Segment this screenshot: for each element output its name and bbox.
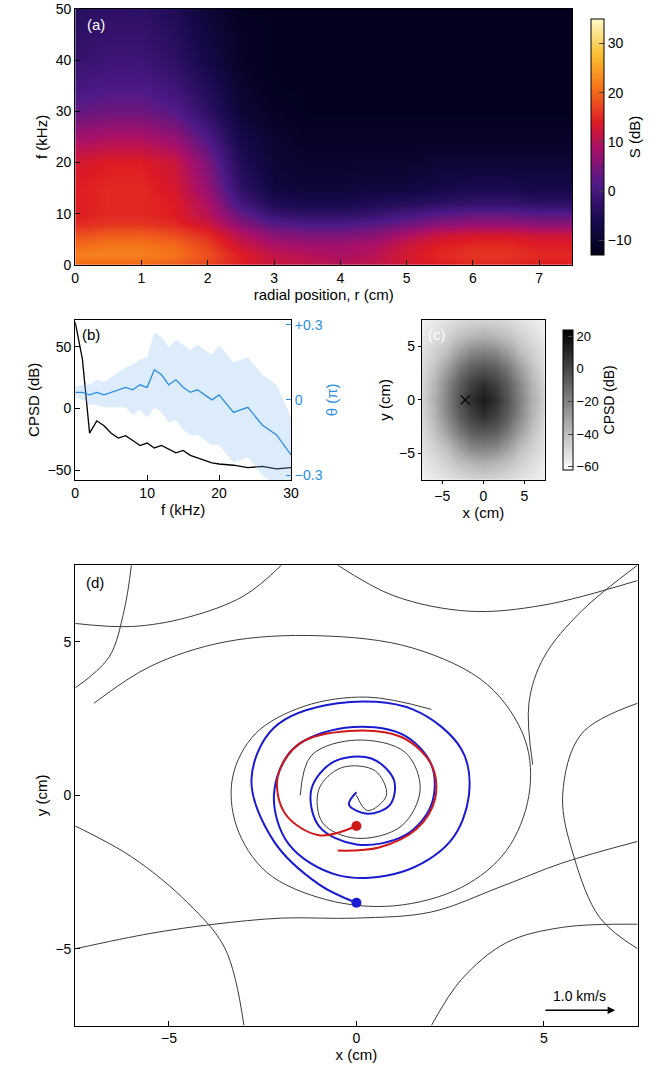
svg-text:x (cm): x (cm) [336, 1046, 378, 1063]
svg-text:−20: −20 [577, 394, 599, 409]
svg-text:50: 50 [56, 1, 72, 17]
svg-text:x (cm): x (cm) [462, 504, 504, 521]
svg-text:CPSD (dB): CPSD (dB) [601, 365, 617, 434]
svg-text:radial position, r (cm): radial position, r (cm) [254, 286, 394, 303]
svg-text:(d): (d) [86, 574, 104, 591]
svg-text:−5: −5 [55, 941, 71, 957]
svg-text:−50: −50 [48, 462, 72, 478]
svg-text:CPSD (dB): CPSD (dB) [25, 363, 42, 437]
svg-text:(c): (c) [428, 326, 446, 343]
svg-text:40: 40 [56, 52, 72, 68]
svg-text:−5: −5 [161, 1030, 177, 1046]
svg-text:0: 0 [479, 488, 487, 504]
svg-text:−5: −5 [434, 488, 450, 504]
svg-text:(a): (a) [87, 16, 105, 33]
svg-text:6: 6 [469, 270, 477, 286]
svg-text:10: 10 [608, 134, 624, 150]
svg-text:50: 50 [56, 339, 72, 355]
svg-text:0: 0 [577, 361, 584, 376]
svg-text:30: 30 [56, 103, 72, 119]
svg-text:−0.3: −0.3 [295, 467, 323, 483]
svg-text:1.0 km/s: 1.0 km/s [553, 988, 606, 1004]
svg-text:f (kHz): f (kHz) [161, 501, 205, 518]
svg-text:30: 30 [283, 485, 299, 501]
svg-text:0: 0 [64, 400, 72, 416]
svg-text:−60: −60 [577, 459, 599, 474]
svg-text:7: 7 [535, 270, 543, 286]
svg-text:f (kHz): f (kHz) [33, 115, 50, 159]
svg-text:(b): (b) [82, 326, 100, 343]
svg-text:0: 0 [608, 183, 616, 199]
svg-text:10: 10 [139, 485, 155, 501]
svg-text:5: 5 [520, 488, 528, 504]
svg-text:5: 5 [407, 338, 415, 354]
svg-text:−5: −5 [399, 445, 415, 461]
svg-text:1: 1 [138, 270, 146, 286]
svg-text:0: 0 [64, 787, 72, 803]
svg-text:5: 5 [64, 634, 72, 650]
svg-text:5: 5 [540, 1030, 548, 1046]
svg-text:0: 0 [295, 392, 303, 408]
svg-text:20: 20 [211, 485, 227, 501]
svg-text:y (cm): y (cm) [33, 775, 50, 817]
svg-text:3: 3 [270, 270, 278, 286]
svg-text:10: 10 [56, 206, 72, 222]
svg-text:2: 2 [204, 270, 212, 286]
svg-text:θ (π): θ (π) [323, 383, 340, 416]
svg-text:−40: −40 [577, 427, 599, 442]
svg-text:S (dB): S (dB) [626, 116, 643, 159]
svg-text:20: 20 [577, 329, 591, 344]
svg-text:30: 30 [608, 35, 624, 51]
svg-text:20: 20 [56, 154, 72, 170]
svg-text:0: 0 [64, 257, 72, 273]
svg-text:y (cm): y (cm) [376, 379, 393, 421]
svg-text:+0.3: +0.3 [295, 317, 323, 333]
svg-text:−10: −10 [608, 232, 632, 248]
svg-text:0: 0 [71, 485, 79, 501]
svg-text:0: 0 [71, 270, 79, 286]
svg-text:4: 4 [336, 270, 344, 286]
svg-text:0: 0 [353, 1030, 361, 1046]
svg-text:5: 5 [403, 270, 411, 286]
svg-text:0: 0 [407, 392, 415, 408]
svg-text:20: 20 [608, 85, 624, 101]
